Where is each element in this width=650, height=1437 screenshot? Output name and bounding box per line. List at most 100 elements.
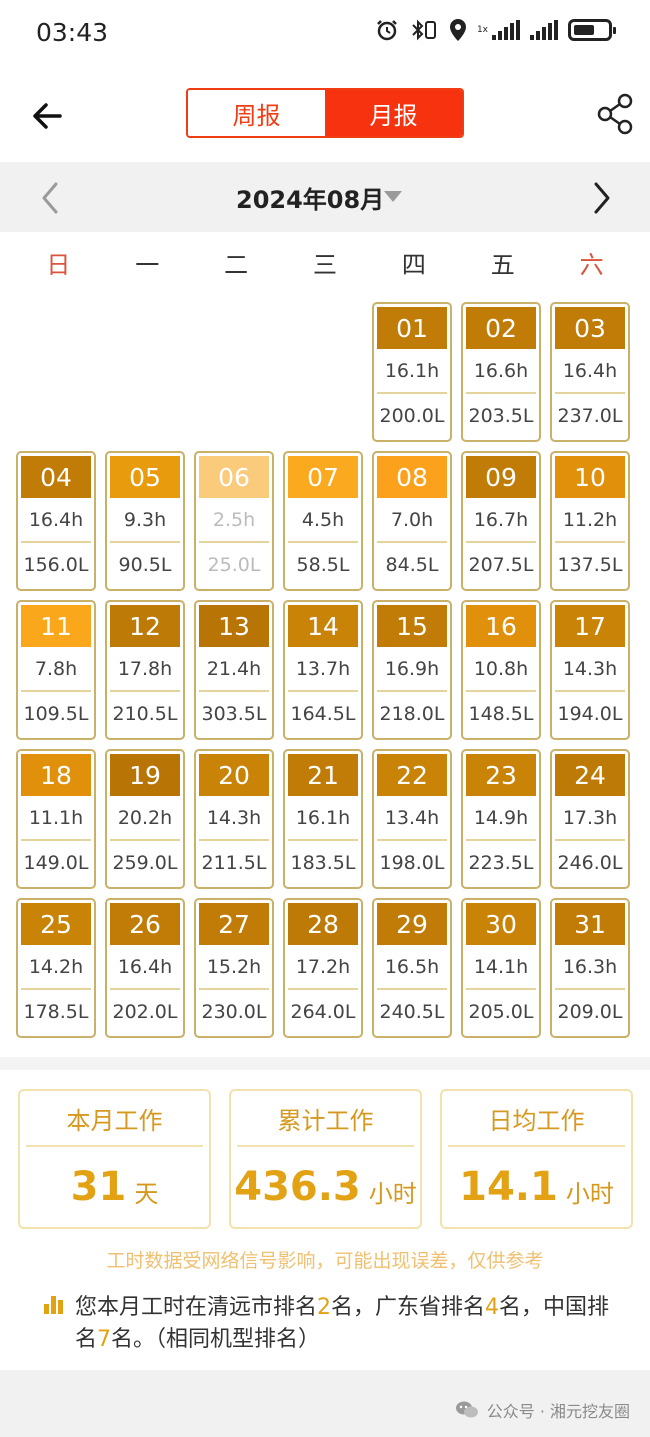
day-fuel: 156.0L xyxy=(23,553,89,576)
day-fuel: 205.0L xyxy=(468,1000,534,1023)
day-fuel: 84.5L xyxy=(385,553,439,576)
day-cell[interactable]: 06 2.5h 25.0L xyxy=(194,451,274,591)
day-cell[interactable]: 03 16.4h 237.0L xyxy=(550,302,630,442)
day-number: 28 xyxy=(288,903,358,945)
day-hours: 11.2h xyxy=(555,498,625,543)
day-hours: 17.2h xyxy=(288,945,358,990)
day-cell[interactable]: 22 13.4h 198.0L xyxy=(372,749,452,889)
location-icon xyxy=(449,19,466,41)
day-cell[interactable]: 25 14.2h 178.5L xyxy=(16,898,96,1038)
day-hours: 16.4h xyxy=(21,498,91,543)
status-bar: 03:43 1x xyxy=(0,0,650,70)
stat-value-row: 14.1 小时 xyxy=(442,1147,631,1227)
day-cell[interactable]: 13 21.4h 303.5L xyxy=(194,600,274,740)
stat-title: 日均工作 xyxy=(448,1091,625,1147)
next-month-icon[interactable] xyxy=(586,178,616,218)
day-fuel: 183.5L xyxy=(290,851,356,874)
day-hours: 2.5h xyxy=(199,498,269,543)
day-hours: 14.3h xyxy=(555,647,625,692)
day-cell[interactable]: 27 15.2h 230.0L xyxy=(194,898,274,1038)
watermark-text: 公众号 · 湘元挖友圈 xyxy=(486,1402,630,1421)
stat-value-row: 31 天 xyxy=(20,1147,209,1227)
day-cell[interactable]: 30 14.1h 205.0L xyxy=(461,898,541,1038)
stat-value-row: 436.3 小时 xyxy=(231,1147,420,1227)
day-hours: 7.0h xyxy=(377,498,447,543)
day-number: 17 xyxy=(555,605,625,647)
day-cell[interactable]: 05 9.3h 90.5L xyxy=(105,451,185,591)
day-cell[interactable]: 19 20.2h 259.0L xyxy=(105,749,185,889)
day-number: 02 xyxy=(466,307,536,349)
day-fuel: 259.0L xyxy=(112,851,178,874)
weekday-label: 二 xyxy=(224,250,249,279)
day-cell[interactable]: 12 17.8h 210.5L xyxy=(105,600,185,740)
day-cell[interactable]: 28 17.2h 264.0L xyxy=(283,898,363,1038)
day-number: 20 xyxy=(199,754,269,796)
day-cell[interactable]: 10 11.2h 137.5L xyxy=(550,451,630,591)
day-fuel: 200.0L xyxy=(379,404,445,427)
day-cell[interactable]: 16 10.8h 148.5L xyxy=(461,600,541,740)
day-fuel: 149.0L xyxy=(23,851,89,874)
day-cell[interactable]: 08 7.0h 84.5L xyxy=(372,451,452,591)
share-icon[interactable] xyxy=(594,92,638,136)
footer: 公众号 · 湘元挖友圈 xyxy=(0,1370,650,1437)
day-hours: 7.8h xyxy=(21,647,91,692)
day-number: 31 xyxy=(555,903,625,945)
chevron-down-icon[interactable] xyxy=(384,191,402,202)
day-hours: 16.7h xyxy=(466,498,536,543)
day-cell[interactable]: 20 14.3h 211.5L xyxy=(194,749,274,889)
day-cell[interactable]: 18 11.1h 149.0L xyxy=(16,749,96,889)
day-fuel: 207.5L xyxy=(468,553,534,576)
day-cell[interactable]: 24 17.3h 246.0L xyxy=(550,749,630,889)
day-number: 25 xyxy=(21,903,91,945)
empty-day-slot xyxy=(16,302,96,442)
day-number: 19 xyxy=(110,754,180,796)
day-cell[interactable]: 02 16.6h 203.5L xyxy=(461,302,541,442)
day-hours: 14.3h xyxy=(199,796,269,841)
signal-icon-2 xyxy=(530,20,558,40)
network-label: 1x xyxy=(476,25,488,35)
stat-value: 436.3 xyxy=(234,1164,361,1210)
day-cell[interactable]: 07 4.5h 58.5L xyxy=(283,451,363,591)
day-fuel: 303.5L xyxy=(201,702,267,725)
day-number: 21 xyxy=(288,754,358,796)
day-number: 24 xyxy=(555,754,625,796)
ranking-text-part: 您本月工时在清远市排名 xyxy=(75,1295,318,1320)
prev-month-icon[interactable] xyxy=(36,178,66,218)
wechat-icon xyxy=(455,1401,478,1418)
weekday-label: 五 xyxy=(490,250,515,279)
day-cell[interactable]: 26 16.4h 202.0L xyxy=(105,898,185,1038)
day-hours: 16.1h xyxy=(288,796,358,841)
day-hours: 16.6h xyxy=(466,349,536,394)
day-hours: 13.7h xyxy=(288,647,358,692)
day-cell[interactable]: 14 13.7h 164.5L xyxy=(283,600,363,740)
day-fuel: 109.5L xyxy=(23,702,89,725)
day-fuel: 246.0L xyxy=(557,851,623,874)
empty-day-slot xyxy=(283,302,363,442)
tab-weekly[interactable]: 周报 xyxy=(188,90,325,136)
day-cell[interactable]: 21 16.1h 183.5L xyxy=(283,749,363,889)
day-hours: 15.2h xyxy=(199,945,269,990)
day-cell[interactable]: 29 16.5h 240.5L xyxy=(372,898,452,1038)
day-cell[interactable]: 04 16.4h 156.0L xyxy=(16,451,96,591)
stat-value: 14.1 xyxy=(459,1164,558,1210)
empty-day-slot xyxy=(194,302,274,442)
day-hours: 14.9h xyxy=(466,796,536,841)
tab-monthly[interactable]: 月报 xyxy=(325,90,462,136)
day-cell[interactable]: 23 14.9h 223.5L xyxy=(461,749,541,889)
bar-chart-icon xyxy=(44,1292,66,1314)
day-cell[interactable]: 09 16.7h 207.5L xyxy=(461,451,541,591)
day-fuel: 230.0L xyxy=(201,1000,267,1023)
month-label[interactable]: 2024年08月 xyxy=(236,186,385,214)
day-cell[interactable]: 17 14.3h 194.0L xyxy=(550,600,630,740)
back-arrow-icon[interactable] xyxy=(26,92,74,140)
stats-section: 本月工作 31 天 累计工作 436.3 小时 日均工作 14.1 小时 工时数… xyxy=(0,1070,650,1370)
day-cell[interactable]: 11 7.8h 109.5L xyxy=(16,600,96,740)
day-cell[interactable]: 15 16.9h 218.0L xyxy=(372,600,452,740)
stat-unit: 天 xyxy=(134,1179,159,1208)
day-hours: 16.4h xyxy=(110,945,180,990)
day-hours: 16.1h xyxy=(377,349,447,394)
day-number: 30 xyxy=(466,903,536,945)
day-number: 15 xyxy=(377,605,447,647)
day-cell[interactable]: 31 16.3h 209.0L xyxy=(550,898,630,1038)
day-cell[interactable]: 01 16.1h 200.0L xyxy=(372,302,452,442)
